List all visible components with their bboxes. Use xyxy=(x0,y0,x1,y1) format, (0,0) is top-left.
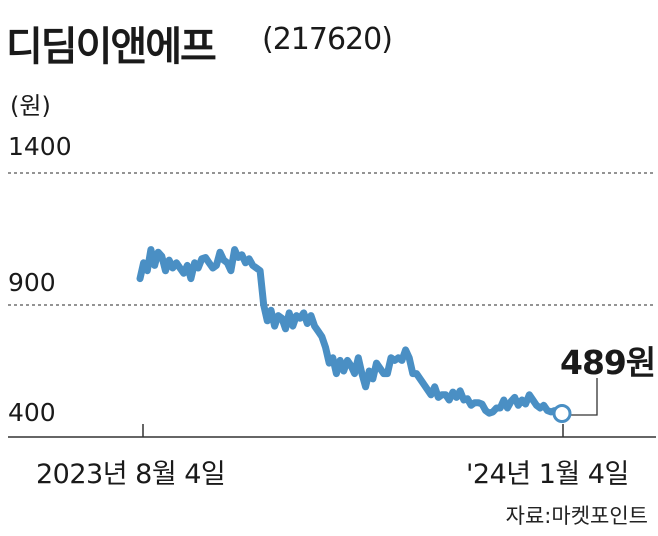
y-tick-label-900: 900 xyxy=(8,268,56,297)
x-tick-label-start: 2023년 8월 4일 xyxy=(36,459,226,490)
last-data-point xyxy=(552,404,572,423)
series-line-price xyxy=(136,246,566,417)
source-note: 자료:마켓포인트 xyxy=(505,504,648,528)
last-value-label: 489원 xyxy=(560,343,656,382)
y-axis-unit-label: (원) xyxy=(10,92,51,120)
y-tick-label-400: 400 xyxy=(8,398,56,427)
chart-subtitle: (217620) xyxy=(262,22,393,57)
x-tick-label-end: '24년 1월 4일 xyxy=(466,459,629,490)
last-value-callout-line xyxy=(569,378,598,416)
y-tick-label-1400: 1400 xyxy=(8,132,72,161)
chart-title: 디딤이앤에프 xyxy=(6,24,217,70)
